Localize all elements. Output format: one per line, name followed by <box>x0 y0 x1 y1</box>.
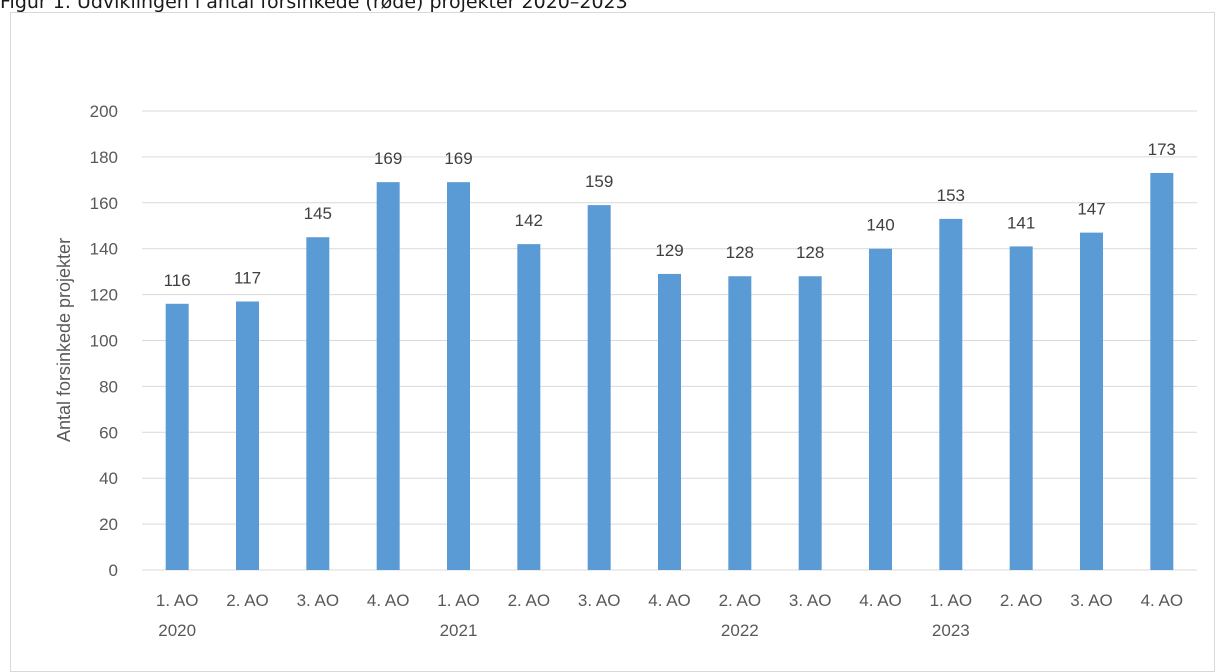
data-label: 116 <box>164 271 191 290</box>
y-axis-ticks: 0 20 40 60 80 100 120 140 160 180 200 <box>90 102 118 580</box>
x-tick-label: 3. AO <box>297 591 340 610</box>
y-tick-label: 160 <box>90 194 118 213</box>
bar <box>798 276 822 570</box>
data-label: 169 <box>374 149 402 168</box>
x-tick-label: 4. AO <box>1141 591 1184 610</box>
bar <box>728 276 752 570</box>
bar <box>236 301 259 570</box>
data-label: 117 <box>234 268 261 287</box>
data-label: 142 <box>515 211 543 230</box>
y-tick-label: 20 <box>99 515 118 534</box>
data-label: 147 <box>1077 200 1105 219</box>
x-tick-label: 4. AO <box>648 591 691 610</box>
data-label: 128 <box>726 243 754 262</box>
x-tick-label: 2. AO <box>719 591 762 610</box>
x-tick-label: 4. AO <box>859 591 902 610</box>
y-tick-label: 60 <box>99 423 118 442</box>
x-group-label: 2020 <box>158 621 196 640</box>
bar <box>1150 172 1174 570</box>
data-label: 153 <box>937 186 965 205</box>
bar <box>658 273 681 570</box>
x-tick-label: 1. AO <box>930 591 973 610</box>
bar <box>376 182 400 570</box>
x-tick-label: 2. AO <box>1000 591 1043 610</box>
y-tick-label: 140 <box>90 240 118 259</box>
data-label: 173 <box>1148 140 1176 159</box>
bar <box>447 182 470 570</box>
bar <box>517 244 541 571</box>
x-tick-label: 1. AO <box>156 591 199 610</box>
x-group-label: 2021 <box>440 621 478 640</box>
bar <box>939 218 963 571</box>
bars <box>165 172 1174 571</box>
bar <box>587 205 611 570</box>
bar-chart: 0 20 40 60 80 100 120 140 160 180 200 116 117 145 169… <box>54 102 1197 640</box>
data-label: 129 <box>655 241 683 260</box>
bar <box>1080 232 1103 570</box>
x-tick-label: 2. AO <box>226 591 269 610</box>
figure-title: Figur 1. Udviklingen i antal forsinkede … <box>0 0 628 13</box>
y-tick-label: 200 <box>90 102 118 121</box>
y-tick-label: 80 <box>99 377 118 396</box>
x-tick-label: 3. AO <box>789 591 832 610</box>
bar <box>869 248 892 570</box>
x-tick-label: 2. AO <box>508 591 551 610</box>
y-tick-label: 180 <box>90 148 118 167</box>
data-labels: 116 117 145 169 169 142 159 129 128 128 140 153 141 1… <box>164 140 1176 290</box>
y-tick-label: 120 <box>90 286 118 305</box>
bar <box>306 237 330 570</box>
x-tick-label: 3. AO <box>578 591 621 610</box>
bar <box>165 303 189 570</box>
x-tick-label: 4. AO <box>367 591 410 610</box>
data-label: 128 <box>796 243 824 262</box>
y-tick-label: 0 <box>109 561 118 580</box>
y-tick-label: 40 <box>99 469 118 488</box>
data-label: 141 <box>1007 213 1035 232</box>
y-axis-label: Antal forsinkede projekter <box>54 238 74 442</box>
data-label: 145 <box>304 204 332 223</box>
x-axis-ticks: 1. AO 2. AO 3. AO 4. AO 1. AO 2. AO 3. AO 4. AO… <box>156 591 1183 640</box>
x-tick-label: 1. AO <box>437 591 480 610</box>
x-group-label: 2022 <box>721 621 759 640</box>
x-group-label: 2023 <box>932 621 970 640</box>
data-label: 169 <box>444 149 472 168</box>
data-label: 159 <box>585 172 613 191</box>
y-tick-label: 100 <box>90 332 118 351</box>
bar <box>1009 246 1033 570</box>
x-tick-label: 3. AO <box>1070 591 1113 610</box>
data-label: 140 <box>866 216 894 235</box>
